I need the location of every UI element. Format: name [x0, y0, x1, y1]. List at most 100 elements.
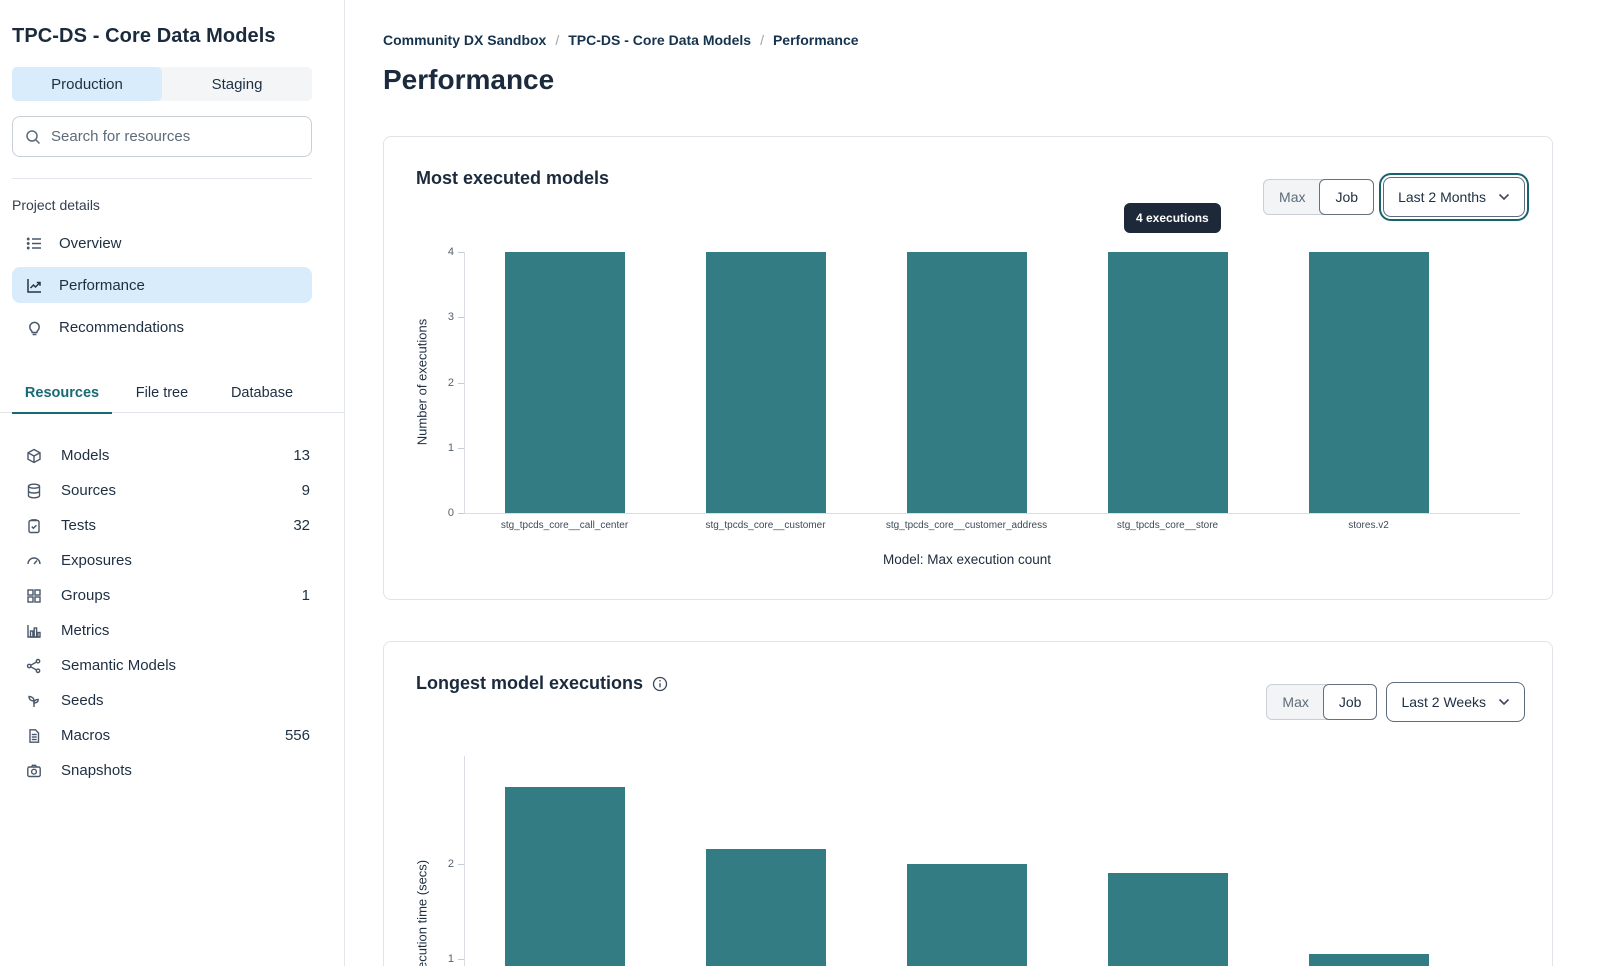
resource-search[interactable] — [12, 116, 312, 157]
info-icon[interactable] — [652, 676, 668, 692]
bar-rank-2[interactable] — [705, 849, 826, 966]
x-category-label: stores.v2 — [1348, 520, 1389, 531]
project-details-label: Project details — [12, 197, 100, 213]
resource-label: Semantic Models — [61, 657, 177, 674]
x-category-label: stg_tpcds_core__customer — [705, 520, 826, 531]
card-title: Longest model executions — [416, 673, 668, 694]
resource-count: 556 — [284, 727, 310, 744]
tab-production[interactable]: Production — [12, 67, 162, 101]
resource-item-exposures[interactable]: Exposures — [12, 543, 312, 578]
x-axis-line — [464, 513, 1520, 514]
sidebar-item-label: Overview — [59, 234, 122, 252]
list-icon — [26, 235, 43, 252]
card-title-text: Longest model executions — [416, 673, 644, 693]
sidebar-item-label: Recommendations — [59, 318, 185, 336]
sidebar: TPC-DS - Core Data Models Production Sta… — [0, 0, 345, 966]
resource-tabs: Resources File tree Database — [0, 385, 344, 414]
database-icon — [26, 483, 43, 499]
main-content: Community DX Sandbox / TPC-DS - Core Dat… — [345, 0, 1621, 966]
breadcrumb-current: Performance — [772, 32, 859, 48]
date-range-value: Last 2 Weeks — [1401, 694, 1486, 710]
resource-item-tests[interactable]: Tests 32 — [12, 508, 312, 543]
bar-stg_tpcds_core__customer_address[interactable] — [906, 252, 1027, 513]
y-tick-mark — [458, 958, 464, 960]
camera-icon — [26, 763, 43, 779]
resource-count: 9 — [301, 482, 310, 499]
date-range-dropdown[interactable]: Last 2 Weeks — [1386, 682, 1525, 722]
chart-controls: Max Job Last 2 Weeks — [1266, 682, 1525, 722]
lightbulb-icon — [26, 319, 43, 336]
bar-rank-3[interactable] — [906, 863, 1027, 966]
resource-count: 13 — [293, 447, 310, 464]
resource-item-snapshots[interactable]: Snapshots — [12, 753, 312, 788]
job-toggle-button[interactable]: Job — [1322, 684, 1378, 720]
y-axis-label: Execution time (secs) — [414, 859, 430, 966]
resource-item-groups[interactable]: Groups 1 — [12, 578, 312, 613]
y-tick-mark — [458, 447, 464, 449]
most-executed-models-card: Most executed models Max Job Last 2 Mont… — [383, 136, 1553, 600]
cube-icon — [26, 448, 43, 464]
project-nav: Overview Performance Recommendations — [12, 225, 312, 345]
sidebar-item-performance[interactable]: Performance — [12, 267, 312, 303]
clipboard-check-icon — [26, 518, 43, 534]
resource-list: Models 13 Sources 9 Tests 32 Exposures G… — [12, 438, 312, 788]
tab-staging[interactable]: Staging — [162, 67, 312, 101]
resource-label: Sources — [61, 482, 117, 499]
longest-executions-card: Longest model executions Max Job Last 2 … — [383, 641, 1553, 966]
grid-icon — [26, 588, 43, 604]
y-axis-label: Number of executions — [414, 318, 430, 446]
gauge-icon — [26, 553, 43, 569]
chevron-down-icon — [1498, 193, 1510, 201]
bar-rank-4[interactable] — [1107, 873, 1228, 966]
chart-controls: Max Job Last 2 Months — [1263, 177, 1525, 217]
resource-label: Models — [61, 447, 110, 464]
breadcrumb-separator: / — [760, 32, 764, 48]
chevron-down-icon — [1498, 698, 1510, 706]
y-tick-mark — [458, 252, 464, 253]
breadcrumb-project[interactable]: TPC-DS - Core Data Models — [568, 32, 752, 48]
resource-item-metrics[interactable]: Metrics — [12, 613, 312, 648]
resource-item-macros[interactable]: Macros 556 — [12, 718, 312, 753]
bar-stores.v2[interactable] — [1308, 252, 1429, 513]
resource-count: 1 — [301, 587, 310, 604]
date-range-dropdown[interactable]: Last 2 Months — [1383, 177, 1525, 217]
bar-stg_tpcds_core__customer[interactable] — [705, 252, 826, 513]
tab-resources[interactable]: Resources — [12, 385, 112, 414]
resource-item-semantic-models[interactable]: Semantic Models — [12, 648, 312, 683]
x-category-label: stg_tpcds_core__store — [1116, 520, 1219, 531]
resource-count: 32 — [293, 517, 310, 534]
environment-toggle: Production Staging — [12, 67, 312, 101]
max-job-toggle: Max Job — [1263, 179, 1375, 215]
sidebar-item-recommendations[interactable]: Recommendations — [12, 309, 312, 345]
y-tick-mark — [458, 382, 464, 384]
y-tick-mark — [458, 317, 464, 319]
tab-file-tree[interactable]: File tree — [135, 385, 189, 401]
project-title: TPC-DS - Core Data Models — [12, 25, 276, 47]
chart-tooltip: 4 executions — [1124, 203, 1221, 233]
bar-rank-5[interactable] — [1308, 954, 1429, 966]
sidebar-divider — [12, 178, 312, 179]
resource-item-seeds[interactable]: Seeds — [12, 683, 312, 718]
resource-label: Macros — [61, 727, 111, 744]
resource-item-models[interactable]: Models 13 — [12, 438, 312, 473]
tab-database[interactable]: Database — [230, 385, 294, 401]
max-toggle-button[interactable]: Max — [1264, 180, 1320, 214]
search-input[interactable] — [51, 128, 299, 145]
resource-label: Seeds — [61, 692, 104, 709]
max-toggle-button[interactable]: Max — [1267, 685, 1323, 719]
sidebar-item-overview[interactable]: Overview — [12, 225, 312, 261]
bar-stg_tpcds_core__store[interactable] — [1107, 252, 1228, 513]
resource-label: Exposures — [61, 552, 132, 569]
x-axis-title: Model: Max execution count — [882, 552, 1052, 567]
bar-rank-1[interactable] — [504, 787, 625, 966]
breadcrumb-account[interactable]: Community DX Sandbox — [383, 32, 547, 48]
y-axis-line — [464, 252, 465, 513]
bar-stg_tpcds_core__call_center[interactable] — [504, 252, 625, 513]
job-toggle-button[interactable]: Job — [1319, 179, 1375, 215]
y-tick-mark — [458, 513, 464, 514]
page-title: Performance — [383, 64, 555, 95]
y-tick-label: 1 — [447, 441, 454, 454]
resource-item-sources[interactable]: Sources 9 — [12, 473, 312, 508]
sprout-icon — [26, 693, 43, 709]
